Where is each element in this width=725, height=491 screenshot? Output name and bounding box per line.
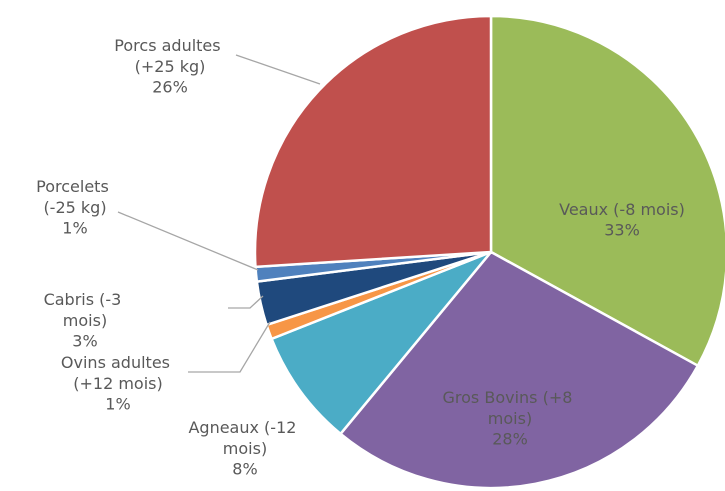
leader-line [188, 321, 271, 373]
labels: Veaux (-8 mois) 33% Gros Bovins (+8 mois) 2… [36, 36, 685, 479]
category-label: Cabris (-3 mois) [44, 290, 127, 330]
pie-slice [489, 14, 725, 368]
pie [253, 14, 725, 490]
leader-line [228, 295, 264, 309]
leader-line [117, 211, 259, 271]
value-label: 3% [72, 332, 97, 351]
value-label: 33% [604, 221, 640, 240]
pie-slice [338, 250, 700, 490]
category-label: Gros Bovins (+8 mois) [443, 388, 578, 428]
pie-slice [253, 14, 493, 269]
value-label: 8% [232, 460, 257, 479]
category-label: Porcelets (-25 kg) [36, 177, 114, 217]
leader-line [235, 54, 321, 85]
category-label: Porcs adultes (+25 kg) [114, 36, 225, 76]
value-label: 26% [152, 78, 188, 97]
value-label: 1% [62, 219, 87, 238]
value-label: 28% [492, 430, 528, 449]
category-label: Veaux (-8 mois) [559, 200, 685, 219]
value-label: 1% [105, 395, 130, 414]
category-label: Agneaux (-12 mois) [188, 418, 301, 458]
pie-slice [269, 250, 492, 436]
category-label: Ovins adultes (+12 mois) [61, 353, 175, 393]
